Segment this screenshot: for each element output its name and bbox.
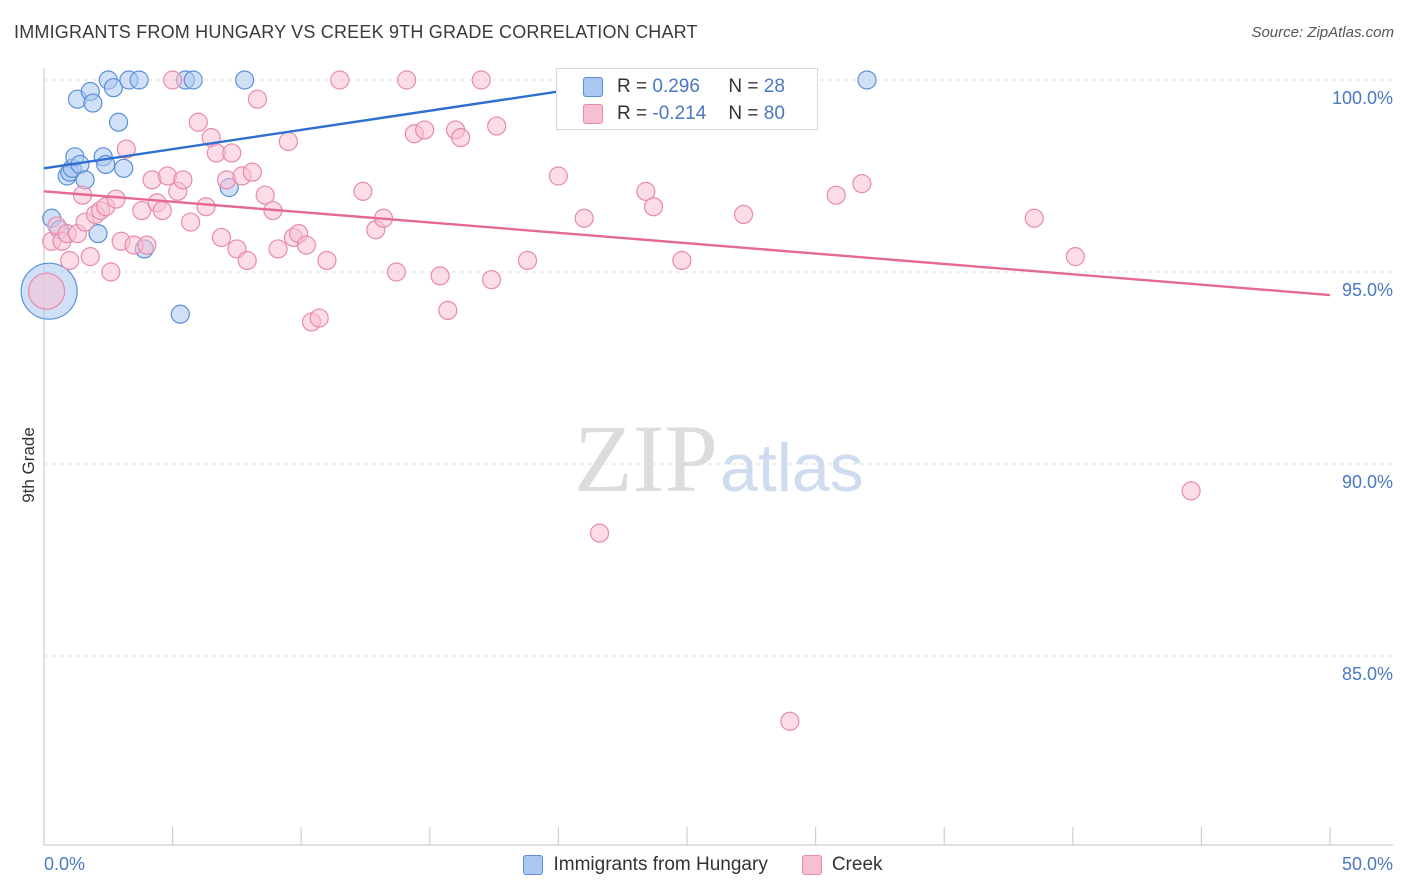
- n-value-creek: 80: [763, 103, 785, 124]
- creek-point-68: [589, 523, 610, 543]
- legend-label-creek: Creek: [831, 854, 883, 875]
- creek-point-42: [268, 239, 288, 259]
- creek-point-29: [196, 197, 216, 217]
- legend-label-hungary: Immigrants from Hungary: [553, 854, 768, 875]
- legend-item-hungary[interactable]: Immigrants from Hungary: [523, 854, 768, 876]
- hungary-point-26: [235, 70, 255, 90]
- creek-point-9: [80, 247, 100, 267]
- creek-point-38: [242, 162, 262, 182]
- creek-point-37: [237, 250, 257, 271]
- creek-point-46: [296, 235, 316, 255]
- y-tick-label-1: 95.0%: [1342, 280, 1393, 300]
- creek-point-55: [397, 70, 417, 90]
- creek-point-49: [317, 250, 337, 271]
- hungary-point-15: [103, 78, 124, 98]
- y-tick-label-3: 85.0%: [1342, 664, 1393, 684]
- creek-point-58: [430, 266, 450, 286]
- y-tick-labels: 100.0% 95.0% 90.0% 85.0%: [1332, 88, 1393, 684]
- n-label: N =: [728, 103, 759, 124]
- creek-point-0: [27, 272, 66, 310]
- creek-point-72: [672, 250, 692, 271]
- creek-point-75: [826, 185, 846, 205]
- creek-trend-line: [43, 190, 1331, 297]
- axes: [43, 68, 1393, 846]
- creek-point-65: [517, 250, 538, 271]
- creek-point-19: [137, 235, 157, 255]
- data-points: [20, 70, 1201, 731]
- creek-point-77: [1024, 208, 1044, 228]
- hungary-point-24: [170, 304, 190, 324]
- creek-point-67: [574, 208, 594, 228]
- n-label: N =: [728, 76, 759, 97]
- creek-point-51: [353, 181, 373, 201]
- creek-point-16: [116, 139, 136, 159]
- hungary-swatch-icon: [583, 77, 603, 97]
- hungary-point-22: [183, 70, 203, 90]
- creek-point-48: [309, 308, 329, 328]
- creek-point-40: [255, 185, 275, 205]
- r-label: R =: [617, 103, 648, 124]
- stats-legend: R = 0.296 N = 28 R = -0.214 N = 80: [556, 68, 818, 130]
- hungary-legend-swatch-icon: [523, 855, 544, 875]
- creek-point-61: [451, 128, 471, 148]
- hungary-point-23: [88, 224, 108, 244]
- creek-swatch-icon: [583, 104, 603, 124]
- creek-point-62: [471, 70, 491, 90]
- creek-point-78: [1065, 247, 1085, 267]
- creek-point-73: [733, 204, 754, 224]
- watermark-zip: ZIP: [574, 405, 718, 512]
- chart-title: IMMIGRANTS FROM HUNGARY VS CREEK 9TH GRA…: [14, 22, 698, 42]
- creek-point-26: [173, 170, 193, 190]
- hungary-point-27: [857, 70, 877, 90]
- creek-point-27: [181, 212, 201, 232]
- creek-point-70: [636, 181, 656, 201]
- n-value-hungary: 28: [763, 76, 785, 97]
- r-label: R =: [617, 76, 648, 97]
- creek-point-24: [163, 70, 183, 90]
- creek-point-32: [211, 227, 232, 248]
- creek-point-43: [278, 131, 298, 152]
- creek-point-5: [60, 250, 80, 271]
- creek-point-39: [247, 89, 268, 109]
- series-legend: Immigrants from Hungary Creek: [0, 850, 1406, 880]
- y-tick-label-2: 90.0%: [1342, 472, 1393, 492]
- creek-point-79: [1181, 481, 1201, 501]
- hungary-point-19: [129, 70, 149, 90]
- stats-row-hungary: R = 0.296 N = 28: [583, 74, 785, 100]
- creek-point-28: [188, 112, 208, 132]
- creek-point-14: [106, 189, 126, 209]
- stats-row-creek: R = -0.214 N = 80: [583, 101, 785, 127]
- creek-point-22: [152, 200, 172, 221]
- x-tick-label-min: 0.0%: [44, 854, 85, 874]
- hungary-point-11: [83, 93, 103, 113]
- creek-legend-swatch-icon: [801, 855, 822, 875]
- creek-point-54: [386, 262, 406, 282]
- creek-point-59: [438, 300, 458, 320]
- creek-point-18: [132, 200, 152, 221]
- creek-point-57: [415, 120, 435, 140]
- creek-point-66: [548, 166, 569, 186]
- x-tick-label-max: 50.0%: [1342, 854, 1393, 874]
- legend-item-creek[interactable]: Creek: [801, 854, 883, 876]
- r-value-creek: -0.214: [652, 103, 707, 124]
- watermark-atlas: atlas: [720, 430, 864, 506]
- creek-point-13: [101, 262, 121, 282]
- creek-point-34: [222, 143, 242, 163]
- chart-source: Source: ZipAtlas.com: [1251, 24, 1394, 41]
- creek-point-71: [643, 197, 664, 217]
- y-axis-label: 9th Grade: [19, 427, 38, 503]
- creek-point-63: [481, 270, 502, 290]
- y-tick-label-0: 100.0%: [1332, 88, 1393, 108]
- creek-point-64: [487, 116, 507, 136]
- hungary-point-16: [108, 112, 129, 132]
- r-value-hungary: 0.296: [652, 76, 700, 97]
- creek-point-50: [330, 70, 350, 90]
- hungary-point-17: [114, 158, 134, 178]
- creek-point-76: [852, 174, 872, 194]
- creek-point-74: [780, 711, 800, 731]
